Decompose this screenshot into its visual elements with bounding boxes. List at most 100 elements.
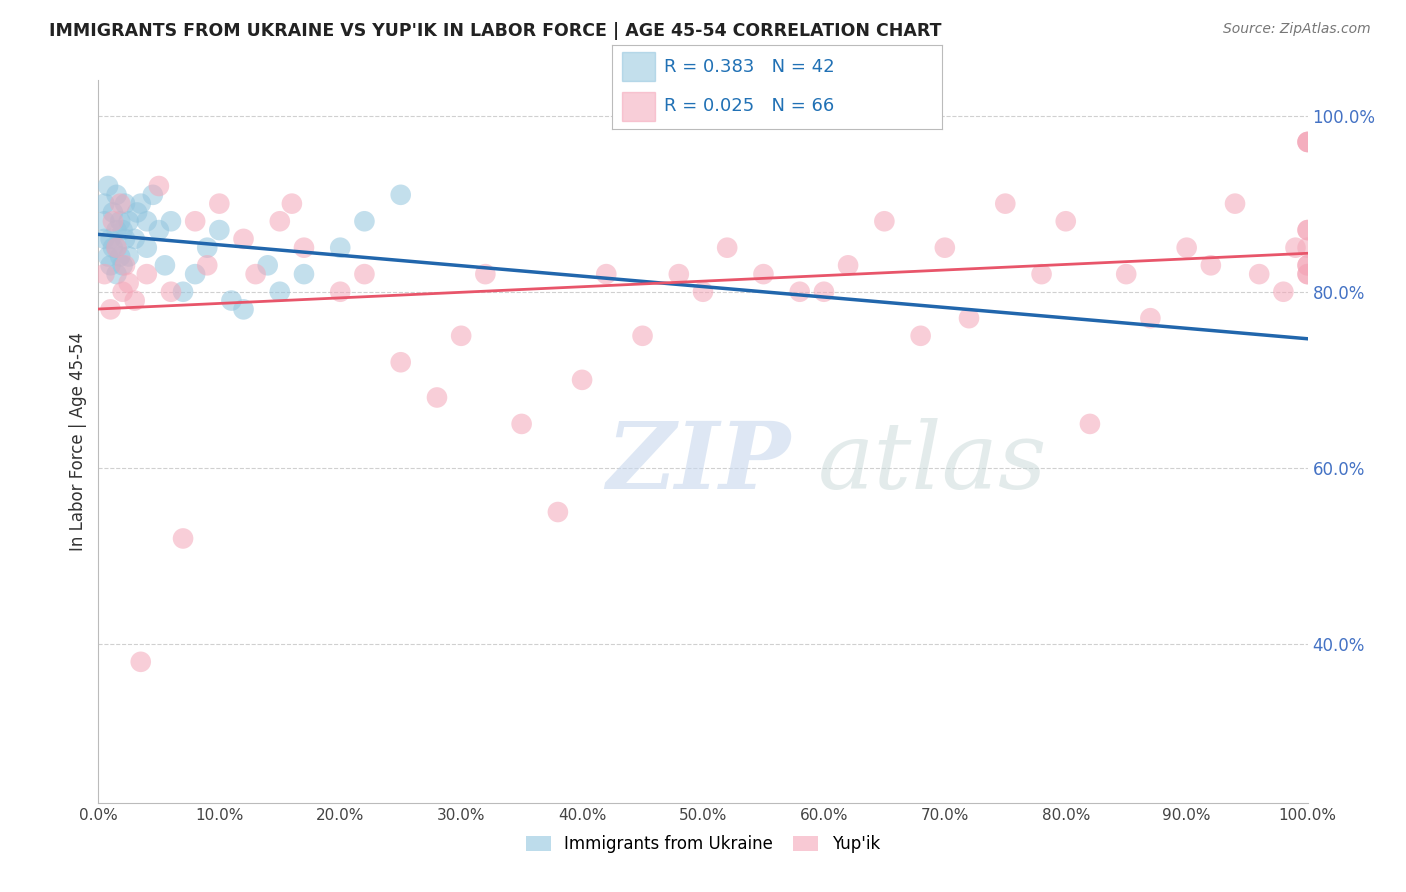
Point	[129, 196, 152, 211]
Point	[195, 241, 218, 255]
Point	[118, 250, 141, 264]
Point	[1296, 267, 1319, 281]
Point	[208, 223, 231, 237]
Point	[114, 232, 136, 246]
Point	[101, 214, 124, 228]
Point	[114, 258, 136, 272]
Y-axis label: In Labor Force | Age 45-54: In Labor Force | Age 45-54	[69, 332, 87, 551]
Point	[208, 196, 231, 211]
Point	[1272, 285, 1295, 299]
Point	[105, 223, 128, 237]
Point	[148, 179, 170, 194]
Point	[184, 214, 207, 228]
Point	[153, 258, 176, 272]
Point	[474, 267, 496, 281]
Point	[1175, 241, 1198, 255]
Point	[105, 241, 128, 255]
Point	[1139, 311, 1161, 326]
Point	[142, 187, 165, 202]
Point	[111, 258, 134, 272]
Point	[148, 223, 170, 237]
Point	[111, 223, 134, 237]
Point	[100, 302, 122, 317]
Point	[1199, 258, 1222, 272]
Point	[1054, 214, 1077, 228]
Text: atlas: atlas	[818, 418, 1047, 508]
Point	[1078, 417, 1101, 431]
Point	[789, 285, 811, 299]
Point	[129, 655, 152, 669]
Point	[269, 285, 291, 299]
Point	[1296, 258, 1319, 272]
Point	[111, 285, 134, 299]
Point	[108, 250, 131, 264]
FancyBboxPatch shape	[621, 53, 655, 81]
Point	[1296, 258, 1319, 272]
Point	[631, 328, 654, 343]
Point	[93, 196, 115, 211]
Point	[172, 285, 194, 299]
Point	[108, 214, 131, 228]
Point	[1031, 267, 1053, 281]
Point	[232, 232, 254, 246]
Point	[353, 267, 375, 281]
Point	[97, 250, 120, 264]
Point	[135, 214, 157, 228]
Point	[910, 328, 932, 343]
FancyBboxPatch shape	[621, 92, 655, 120]
Text: ZIP: ZIP	[606, 418, 790, 508]
Point	[934, 241, 956, 255]
Point	[292, 241, 315, 255]
Point	[329, 241, 352, 255]
Point	[101, 205, 124, 219]
Point	[752, 267, 775, 281]
Point	[837, 258, 859, 272]
Point	[93, 232, 115, 246]
Point	[1296, 135, 1319, 149]
Point	[105, 187, 128, 202]
Point	[269, 214, 291, 228]
Point	[245, 267, 267, 281]
Point	[114, 196, 136, 211]
Text: IMMIGRANTS FROM UKRAINE VS YUP'IK IN LABOR FORCE | AGE 45-54 CORRELATION CHART: IMMIGRANTS FROM UKRAINE VS YUP'IK IN LAB…	[49, 22, 942, 40]
Point	[813, 285, 835, 299]
Point	[873, 214, 896, 228]
Point	[93, 214, 115, 228]
Legend: Immigrants from Ukraine, Yup'ik: Immigrants from Ukraine, Yup'ik	[519, 828, 887, 860]
Point	[1296, 241, 1319, 255]
Point	[1296, 135, 1319, 149]
Point	[221, 293, 243, 308]
Point	[232, 302, 254, 317]
Point	[172, 532, 194, 546]
Point	[127, 205, 149, 219]
Point	[135, 267, 157, 281]
Point	[1296, 223, 1319, 237]
Point	[184, 267, 207, 281]
Point	[1249, 267, 1271, 281]
Point	[389, 355, 412, 369]
Text: R = 0.383   N = 42: R = 0.383 N = 42	[665, 58, 835, 76]
Point	[1296, 135, 1319, 149]
Text: R = 0.025   N = 66: R = 0.025 N = 66	[665, 97, 835, 115]
Point	[100, 232, 122, 246]
Point	[1223, 196, 1246, 211]
Point	[1296, 267, 1319, 281]
Point	[668, 267, 690, 281]
Point	[510, 417, 533, 431]
Point	[97, 179, 120, 194]
Point	[160, 214, 183, 228]
Point	[118, 276, 141, 290]
Point	[547, 505, 569, 519]
Point	[100, 258, 122, 272]
Point	[135, 241, 157, 255]
Point	[256, 258, 278, 272]
Point	[281, 196, 304, 211]
Point	[426, 391, 449, 405]
Point	[450, 328, 472, 343]
Point	[105, 267, 128, 281]
Point	[692, 285, 714, 299]
Point	[93, 267, 115, 281]
Point	[124, 293, 146, 308]
Point	[195, 258, 218, 272]
Point	[994, 196, 1017, 211]
